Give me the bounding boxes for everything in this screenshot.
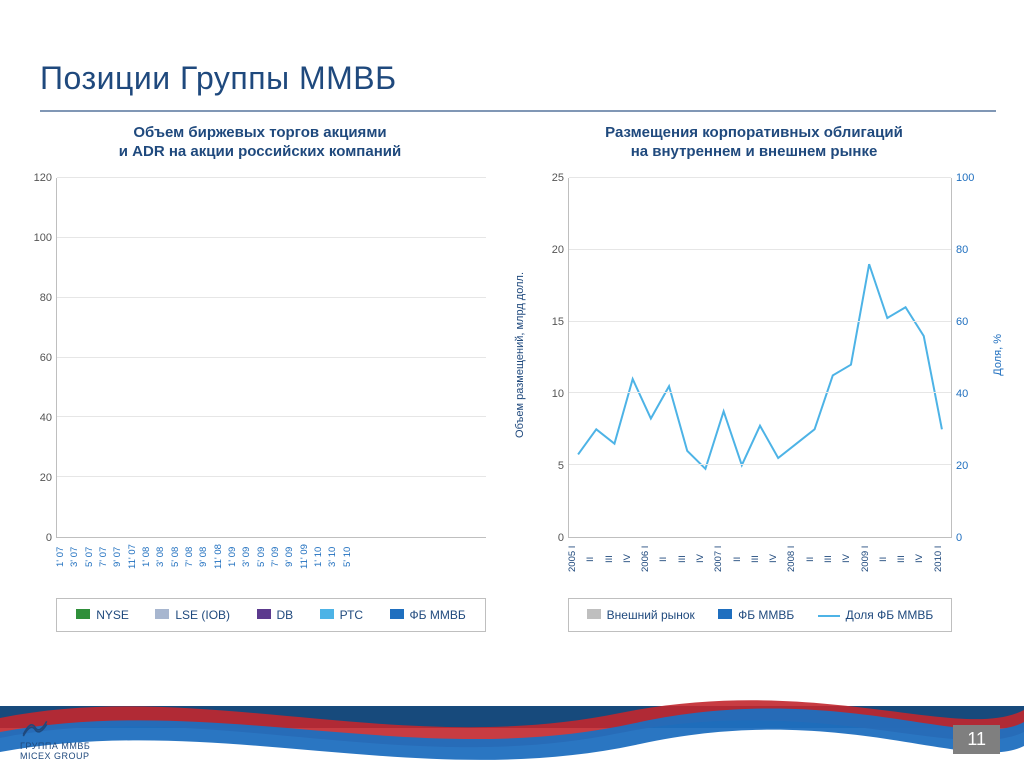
x-tick: 3' 07 [70,538,84,576]
legend-item: ФБ ММВБ [390,608,466,622]
left-chart-title: Объем биржевых торгов акциями и ADR на а… [30,124,490,162]
left-chart-title-l2: и ADR на акции российских компаний [119,143,401,160]
x-tick: IV [842,538,860,580]
right-y2-label: Доля, % [990,172,1006,538]
logo-line2: MICEX GROUP [20,752,90,762]
x-tick: III [678,538,696,580]
right-chart: Размещения корпоративных облигаций на вн… [512,120,996,650]
x-tick: 2006 I [641,538,659,580]
right-line [569,178,951,537]
x-tick: III [605,538,623,580]
x-tick: 1' 07 [56,538,70,576]
x-tick: 5' 08 [171,538,185,576]
right-chart-title-l1: Размещения корпоративных облигаций [605,124,903,141]
x-tick: 5' 09 [257,538,271,576]
left-chart-title-l1: Объем биржевых торгов акциями [133,124,386,141]
left-legend: NYSE LSE (IOB) DB РТС ФБ ММВБ [56,598,486,632]
x-tick: 2009 I [861,538,879,580]
left-xaxis: 1' 073' 075' 077' 079' 0711' 071' 083' 0… [56,538,486,576]
x-tick: 11' 07 [128,538,142,576]
right-y1-axis: 0510152025 [528,178,568,538]
x-tick: II [586,538,604,580]
legend-item: LSE (IOB) [155,608,230,622]
page-number: 11 [953,725,1000,754]
right-xaxis: 2005 IIIIIIIV2006 IIIIIIIV2007 IIIIIIIV2… [568,538,952,580]
right-plot-area [568,178,952,538]
x-tick: 11' 08 [214,538,228,576]
right-chart-title: Размещения корпоративных облигаций на вн… [512,124,996,162]
footer-logo: ГРУППА ММВБ MICEX GROUP [20,717,90,762]
legend-item: DB [257,608,294,622]
logo-icon [20,717,50,739]
x-tick: II [879,538,897,580]
x-tick: II [733,538,751,580]
right-y1-label: Объем размещений, млрд долл. [512,172,528,538]
legend-item: Внешний рынок [587,608,695,622]
legend-item: Доля ФБ ММВБ [818,608,934,622]
x-tick: II [659,538,677,580]
x-tick: 11' 09 [300,538,314,576]
left-bars [57,178,486,537]
x-tick: 5' 07 [85,538,99,576]
left-chart: Объем биржевых торгов акциями и ADR на а… [30,120,490,650]
x-tick: III [824,538,842,580]
x-tick: 9' 08 [199,538,213,576]
x-tick: 9' 07 [113,538,127,576]
x-tick: 7' 07 [99,538,113,576]
x-tick: 2010 I [934,538,952,580]
x-tick: 3' 09 [242,538,256,576]
x-tick: 1' 09 [228,538,242,576]
x-tick: IV [696,538,714,580]
slide: Позиции Группы ММВБ Объем биржевых торго… [0,0,1024,768]
x-tick: 7' 08 [185,538,199,576]
left-yaxis: 020406080100120 [30,178,56,538]
x-tick: II [806,538,824,580]
x-tick: III [751,538,769,580]
right-chart-title-l2: на внутреннем и внешнем рынке [631,143,878,160]
x-tick: 7' 09 [271,538,285,576]
x-tick: 1' 10 [314,538,328,576]
x-tick: III [897,538,915,580]
x-tick: IV [915,538,933,580]
legend-item: ФБ ММВБ [718,608,794,622]
title-rule [40,110,996,112]
x-tick: 2008 I [787,538,805,580]
right-y2-axis: 020406080100 [952,178,992,538]
left-plot-area [56,178,486,538]
x-tick: 3' 08 [156,538,170,576]
x-tick: 2007 I [714,538,732,580]
x-tick: 2005 I [568,538,586,580]
footer-swoosh [0,688,1024,768]
x-tick: 3' 10 [328,538,342,576]
right-legend: Внешний рынок ФБ ММВБ Доля ФБ ММВБ [568,598,952,632]
x-tick: 9' 09 [285,538,299,576]
x-tick: IV [769,538,787,580]
x-tick: 1' 08 [142,538,156,576]
page-title: Позиции Группы ММВБ [40,60,397,97]
legend-item: РТС [320,608,363,622]
x-tick: IV [623,538,641,580]
x-tick: 5' 10 [343,538,357,576]
legend-item: NYSE [76,608,129,622]
